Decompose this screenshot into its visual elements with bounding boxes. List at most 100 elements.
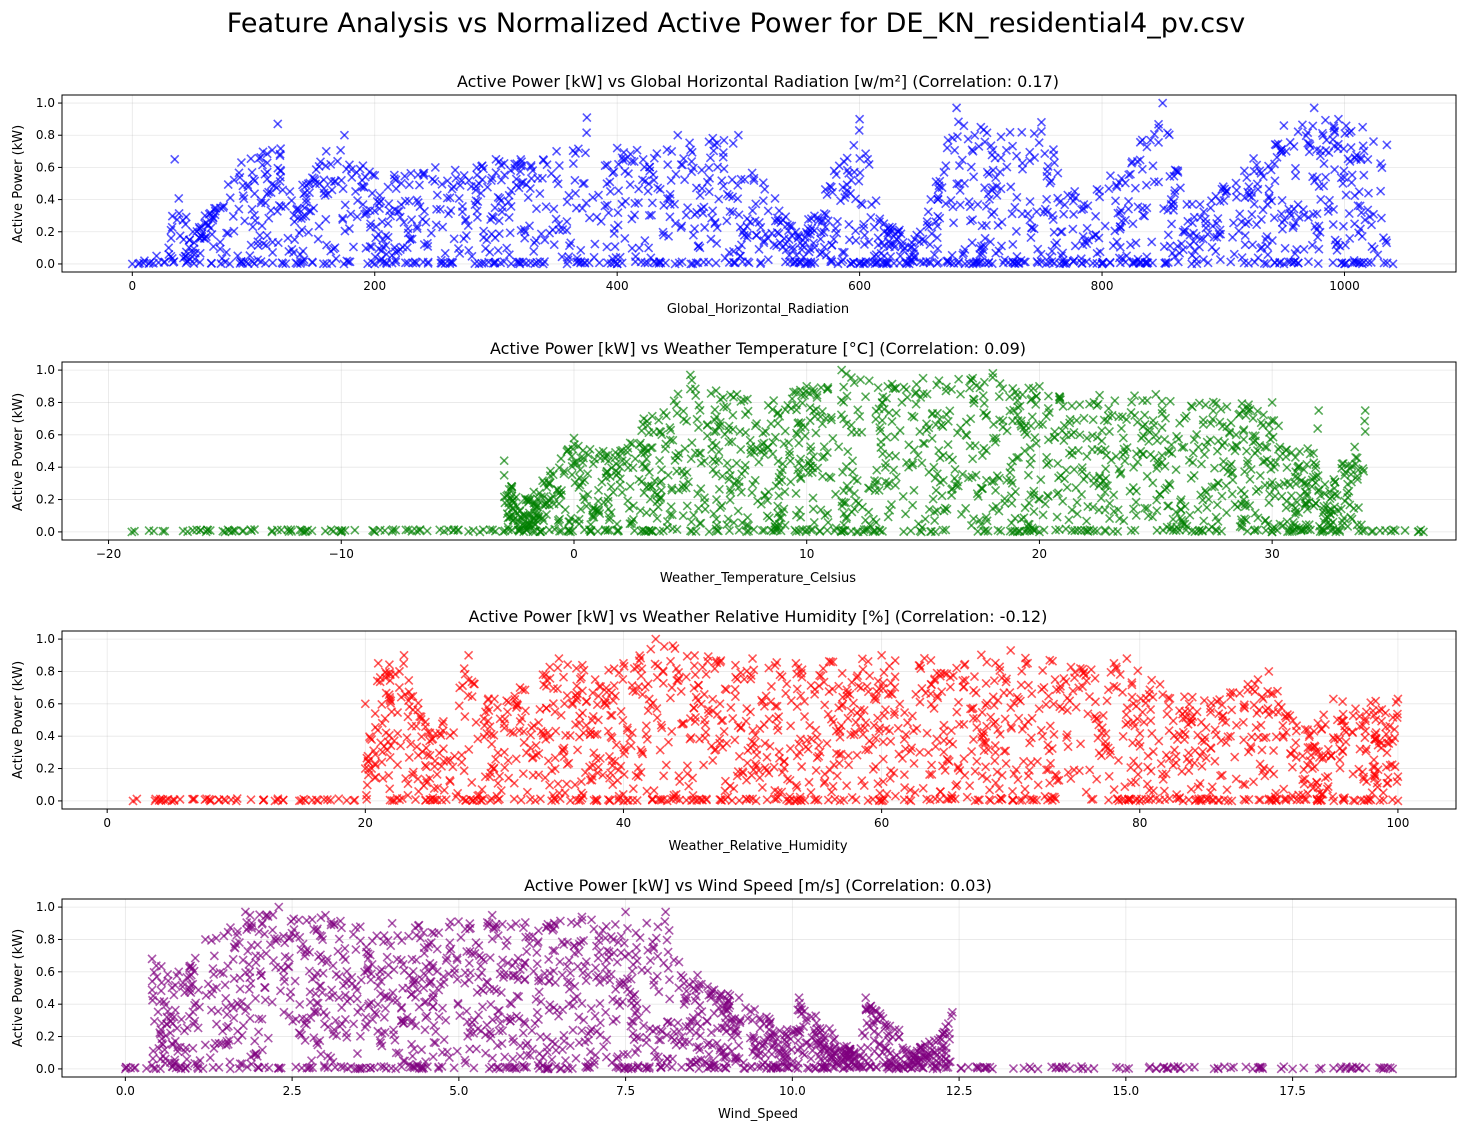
- data-point: [576, 245, 586, 255]
- data-point: [644, 694, 654, 704]
- data-point: [1025, 156, 1035, 166]
- data-point: [396, 200, 406, 210]
- data-point: [322, 259, 332, 269]
- data-point: [1279, 121, 1289, 131]
- data-point: [962, 430, 972, 441]
- data-point: [1289, 520, 1299, 530]
- data-point: [1311, 471, 1321, 482]
- data-point: [1171, 465, 1181, 475]
- data-point: [1117, 412, 1128, 422]
- data-point: [1358, 463, 1368, 474]
- data-point: [1190, 527, 1200, 537]
- data-point: [763, 255, 773, 265]
- data-point: [1368, 136, 1379, 147]
- data-point: [946, 384, 957, 394]
- data-point: [855, 114, 865, 124]
- data-point: [580, 258, 590, 268]
- data-point: [667, 485, 677, 495]
- data-point: [935, 414, 945, 424]
- data-point: [1289, 257, 1299, 268]
- data-point: [273, 119, 283, 129]
- data-point: [612, 519, 622, 529]
- data-point: [1058, 496, 1068, 506]
- data-point: [1206, 196, 1217, 206]
- data-point: [1023, 522, 1033, 533]
- data-point: [1239, 258, 1249, 268]
- data-point: [293, 213, 303, 223]
- data-point: [1313, 232, 1323, 242]
- data-point: [1232, 185, 1242, 195]
- data-point: [1007, 209, 1017, 219]
- data-point: [960, 259, 970, 269]
- data-point: [516, 225, 526, 236]
- data-point: [1193, 504, 1203, 515]
- data-point: [1007, 456, 1018, 466]
- data-point: [1133, 666, 1143, 676]
- data-point: [952, 103, 962, 113]
- data-point: [702, 420, 712, 430]
- data-point: [697, 165, 707, 175]
- data-point: [1207, 482, 1217, 492]
- data-point: [890, 383, 901, 394]
- data-point: [598, 446, 608, 456]
- data-point: [931, 420, 941, 430]
- data-point: [1152, 436, 1162, 446]
- data-point: [314, 221, 324, 231]
- data-point: [966, 520, 977, 531]
- data-point: [1335, 755, 1345, 765]
- data-point: [762, 442, 773, 452]
- data-point: [943, 135, 953, 145]
- data-point: [629, 210, 640, 220]
- data-point: [552, 146, 562, 156]
- data-point: [413, 170, 423, 180]
- data-point: [1117, 253, 1127, 263]
- data-point: [980, 233, 990, 243]
- data-point: [1092, 526, 1102, 536]
- data-point: [1115, 208, 1125, 218]
- data-point: [427, 174, 438, 184]
- data-point: [392, 760, 403, 770]
- data-point: [564, 241, 575, 251]
- data-point: [884, 408, 894, 418]
- data-point: [838, 467, 848, 477]
- data-point: [1279, 784, 1289, 794]
- data-point: [770, 432, 780, 442]
- data-point: [784, 438, 794, 448]
- data-point: [644, 525, 654, 536]
- data-point: [485, 525, 495, 535]
- data-point: [1105, 171, 1115, 181]
- data-point: [932, 506, 942, 516]
- data-point: [786, 721, 796, 731]
- data-point: [1268, 746, 1279, 756]
- data-point: [1314, 182, 1324, 192]
- data-point: [623, 463, 633, 473]
- data-point: [1151, 389, 1161, 399]
- data-point: [1137, 135, 1147, 145]
- data-point: [545, 780, 555, 790]
- data-point: [1082, 451, 1092, 461]
- data-point: [1053, 168, 1063, 178]
- data-point: [998, 416, 1008, 426]
- data-point: [822, 738, 832, 749]
- data-point: [457, 201, 468, 212]
- data-point: [928, 408, 938, 418]
- data-point: [211, 203, 221, 213]
- data-point: [945, 682, 955, 692]
- data-point: [309, 174, 319, 184]
- data-point: [733, 130, 743, 140]
- data-point: [1110, 226, 1120, 236]
- data-point: [832, 771, 842, 781]
- data-point: [1243, 406, 1254, 416]
- data-point: [1338, 178, 1348, 188]
- data-point: [338, 213, 348, 223]
- data-point: [1172, 522, 1182, 532]
- data-point: [929, 703, 939, 714]
- data-point: [1102, 450, 1112, 460]
- data-point: [668, 435, 678, 445]
- data-point: [690, 224, 700, 234]
- data-point: [1069, 464, 1079, 475]
- data-point: [1228, 475, 1238, 485]
- data-point: [997, 770, 1007, 780]
- data-point: [749, 447, 760, 457]
- data-point: [725, 495, 735, 505]
